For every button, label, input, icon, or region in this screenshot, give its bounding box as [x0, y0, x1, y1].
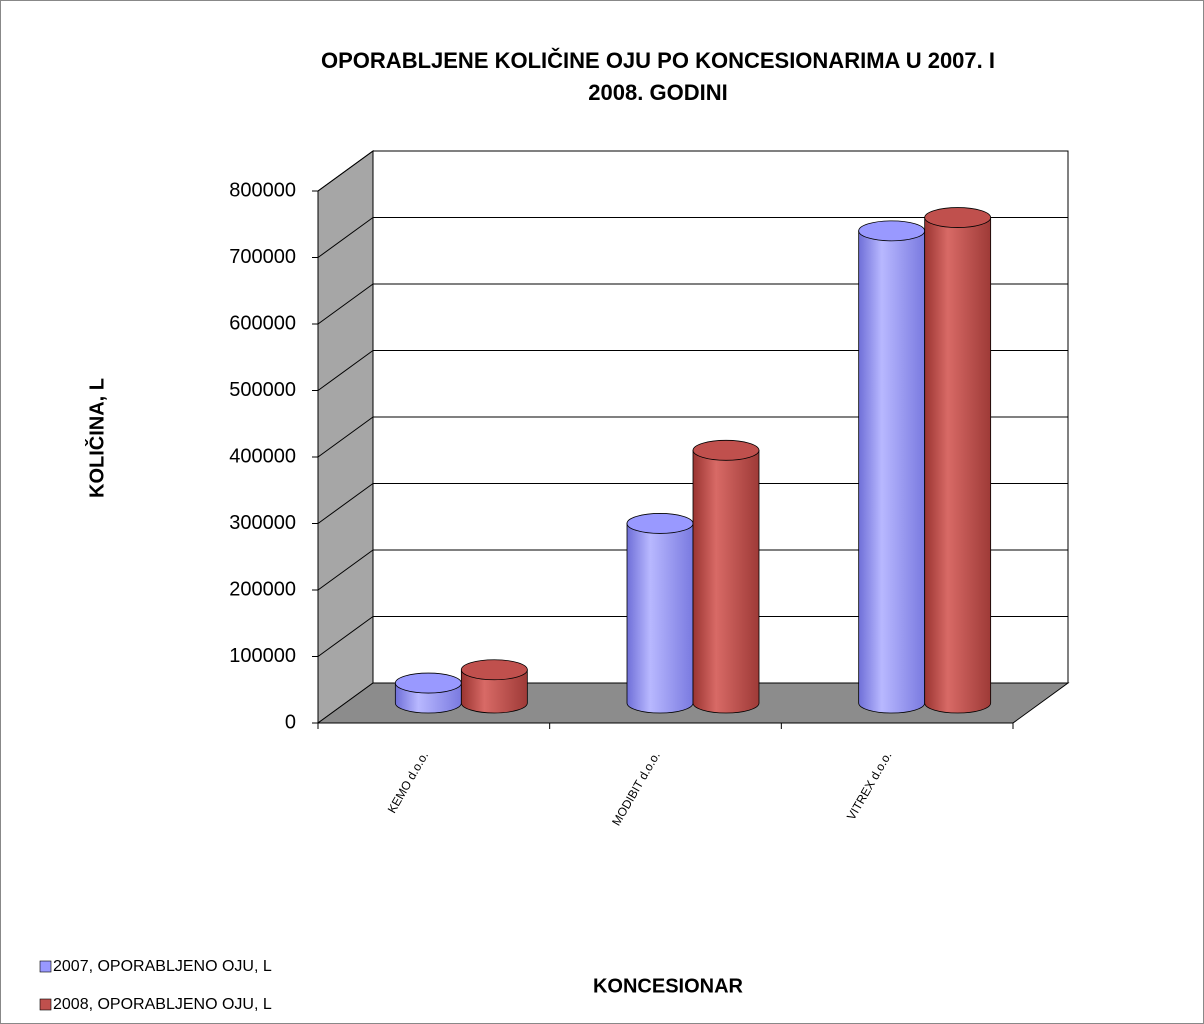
legend-swatch: [39, 960, 52, 973]
bar: [924, 217, 992, 714]
grid-line: [317, 150, 374, 192]
grid-line: [317, 217, 374, 258]
chart-title: OPORABLJENE KOLIČINE OJU PO KONCESIONARI…: [321, 48, 995, 73]
y-tick-label: 800000: [229, 179, 296, 201]
legend-label: 2007, OPORABLJENO OJU, L: [53, 958, 272, 975]
y-tick-label: 600000: [229, 312, 296, 334]
y-tick-label: 300000: [229, 512, 296, 534]
grid-line: [317, 283, 374, 325]
x-tick-label: KEMO d.o.o.: [385, 749, 431, 815]
x-tick-label: MODIBIT d.o.o.: [609, 749, 663, 828]
legend-swatch: [39, 998, 52, 1011]
bar: [692, 449, 760, 714]
legend-label: 2008, OPORABLJENO OJU, L: [53, 996, 272, 1013]
bar: [858, 230, 926, 714]
bar: [626, 523, 694, 714]
bar: [460, 669, 528, 714]
bar-top: [692, 439, 760, 461]
grid-line: [317, 350, 374, 391]
grid-line: [317, 483, 374, 524]
x-tick-label: VITREX d.o.o.: [844, 749, 894, 822]
grid-line: [317, 416, 374, 458]
y-tick-label: 500000: [229, 379, 296, 401]
chart-title-cont: 2008. GODINI: [588, 80, 727, 105]
bar-top: [924, 207, 992, 228]
grid-line: [317, 549, 374, 591]
x-axis-label: KONCESIONAR: [593, 975, 744, 997]
bar-top: [858, 220, 926, 242]
y-axis-label: KOLIČINA, L: [84, 378, 108, 498]
y-tick-label: 100000: [229, 645, 296, 667]
bar-top: [394, 672, 462, 694]
y-tick-label: 200000: [229, 578, 296, 600]
y-tick-label: 0: [285, 711, 296, 733]
y-tick-label: 700000: [229, 246, 296, 268]
grid-line: [317, 616, 374, 657]
bar-top: [460, 659, 528, 681]
y-tick-label: 400000: [229, 445, 296, 467]
bar-top: [626, 513, 694, 534]
